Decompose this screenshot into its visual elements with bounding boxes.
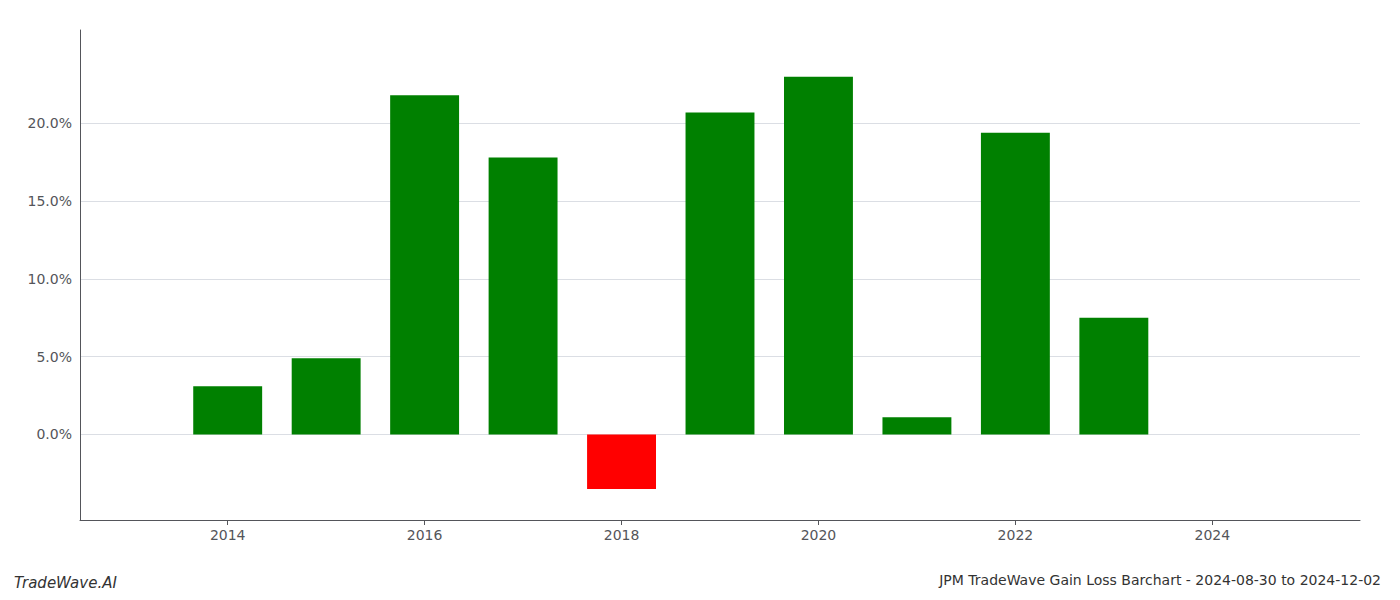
svg-text:15.0%: 15.0% (28, 193, 72, 209)
svg-text:2024: 2024 (1194, 527, 1230, 543)
svg-text:TradeWave.AI: TradeWave.AI (14, 574, 117, 592)
svg-text:5.0%: 5.0% (36, 349, 72, 365)
svg-text:2018: 2018 (604, 527, 640, 543)
svg-text:2022: 2022 (998, 527, 1034, 543)
svg-text:2014: 2014 (210, 527, 246, 543)
svg-text:2016: 2016 (407, 527, 443, 543)
svg-text:20.0%: 20.0% (28, 115, 72, 131)
svg-text:2020: 2020 (801, 527, 837, 543)
svg-text:JPM TradeWave Gain Loss Barcha: JPM TradeWave Gain Loss Barchart - 2024-… (938, 572, 1381, 588)
svg-text:10.0%: 10.0% (28, 271, 72, 287)
svg-text:0.0%: 0.0% (36, 426, 72, 442)
